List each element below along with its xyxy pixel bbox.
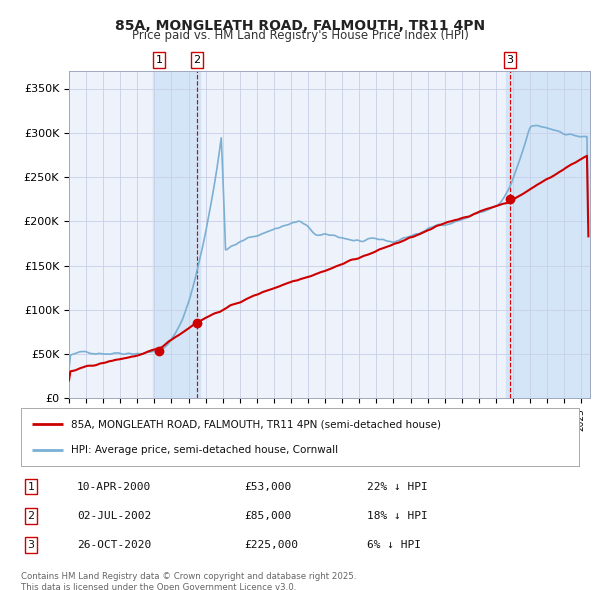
Text: 3: 3 <box>506 55 514 65</box>
Text: £225,000: £225,000 <box>244 540 298 550</box>
Text: 2: 2 <box>194 55 200 65</box>
Text: HPI: Average price, semi-detached house, Cornwall: HPI: Average price, semi-detached house,… <box>71 445 338 455</box>
Text: 02-JUL-2002: 02-JUL-2002 <box>77 511 151 521</box>
Text: 18% ↓ HPI: 18% ↓ HPI <box>367 511 428 521</box>
Text: 2: 2 <box>28 511 35 521</box>
Text: 26-OCT-2020: 26-OCT-2020 <box>77 540 151 550</box>
Text: 85A, MONGLEATH ROAD, FALMOUTH, TR11 4PN: 85A, MONGLEATH ROAD, FALMOUTH, TR11 4PN <box>115 19 485 33</box>
Text: 85A, MONGLEATH ROAD, FALMOUTH, TR11 4PN (semi-detached house): 85A, MONGLEATH ROAD, FALMOUTH, TR11 4PN … <box>71 419 441 430</box>
Text: Price paid vs. HM Land Registry's House Price Index (HPI): Price paid vs. HM Land Registry's House … <box>131 30 469 42</box>
Text: £53,000: £53,000 <box>244 481 292 491</box>
Text: 22% ↓ HPI: 22% ↓ HPI <box>367 481 428 491</box>
Text: 1: 1 <box>155 55 163 65</box>
Bar <box>506 71 590 398</box>
Bar <box>152 71 200 398</box>
Text: 6% ↓ HPI: 6% ↓ HPI <box>367 540 421 550</box>
Text: 10-APR-2000: 10-APR-2000 <box>77 481 151 491</box>
Text: Contains HM Land Registry data © Crown copyright and database right 2025.
This d: Contains HM Land Registry data © Crown c… <box>21 572 356 590</box>
Text: 1: 1 <box>28 481 35 491</box>
Text: £85,000: £85,000 <box>244 511 292 521</box>
Text: 3: 3 <box>28 540 35 550</box>
